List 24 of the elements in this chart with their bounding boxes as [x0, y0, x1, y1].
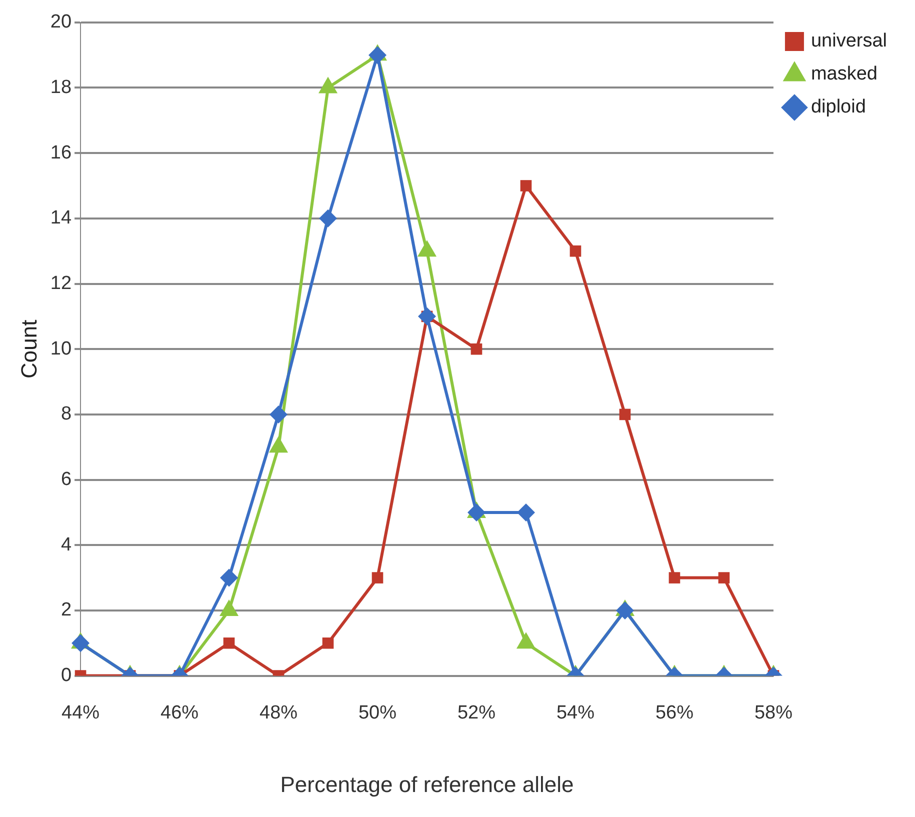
- legend-label: masked: [810, 64, 878, 85]
- y-tick-label: 0: [60, 665, 72, 686]
- x-tick-label: 52%: [457, 702, 496, 724]
- y-axis-title: Count: [16, 320, 42, 378]
- y-tick-label: 6: [60, 469, 72, 490]
- x-tick-label: 54%: [556, 702, 595, 724]
- y-tick-label: 12: [50, 272, 72, 294]
- x-tick-label: 48%: [260, 702, 298, 724]
- x-tick-label: 56%: [655, 702, 694, 724]
- y-tick-label: 10: [50, 338, 72, 360]
- y-tick-label: 2: [60, 600, 72, 621]
- y-tick-label: 16: [50, 142, 72, 164]
- x-axis-title: Percentage of reference allele: [280, 772, 574, 797]
- x-tick-label: 44%: [62, 702, 100, 724]
- y-tick-label: 4: [60, 534, 72, 556]
- x-tick-label: 50%: [358, 702, 397, 724]
- y-tick-label: 20: [50, 12, 72, 33]
- y-tick-label: 8: [60, 404, 72, 425]
- legend-label: universal: [810, 30, 888, 52]
- x-tick-label: 58%: [754, 702, 793, 724]
- y-tick-label: 18: [50, 76, 72, 98]
- y-tick-label: 14: [50, 208, 72, 229]
- x-tick-label: 46%: [160, 702, 199, 724]
- legend-label: diploid: [810, 96, 866, 118]
